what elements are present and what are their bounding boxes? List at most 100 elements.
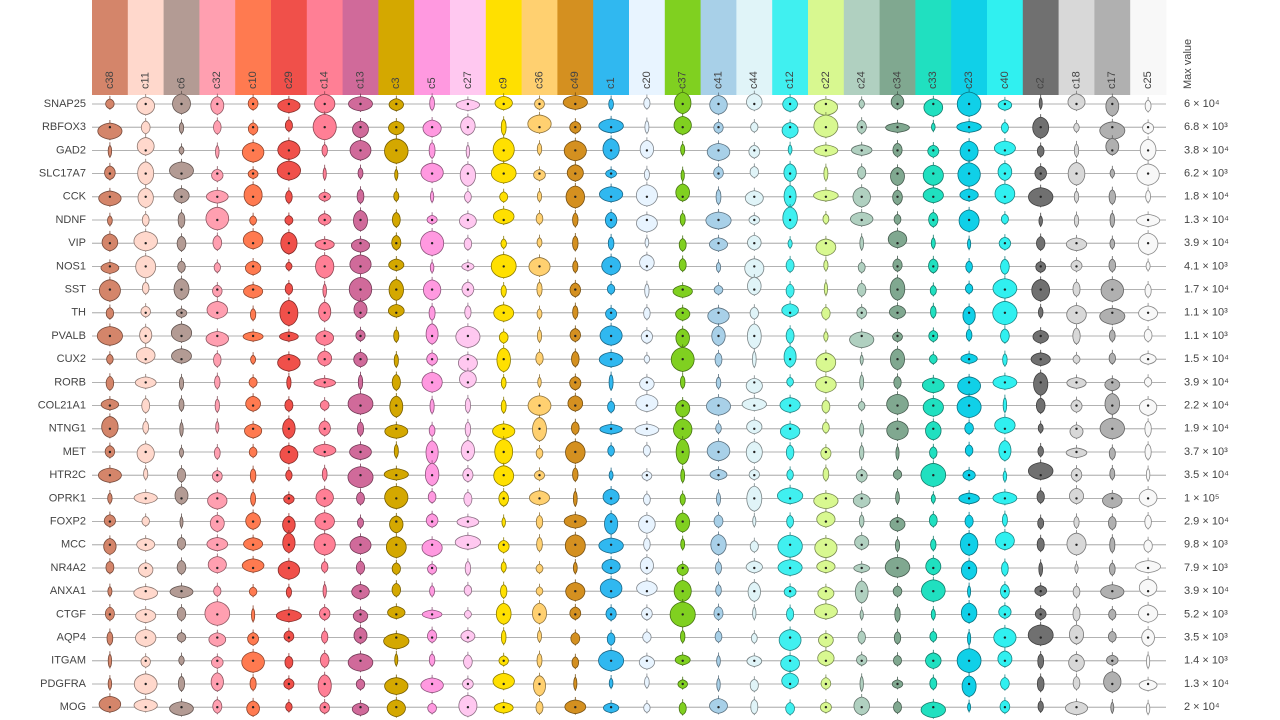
violin: [319, 399, 330, 411]
violin-median: [359, 450, 362, 454]
violin-median: [359, 706, 362, 709]
violin-median: [323, 358, 326, 361]
violin-median: [251, 659, 255, 662]
violin-median: [788, 404, 792, 407]
violin-median: [717, 172, 720, 175]
violin: [107, 677, 113, 691]
column-label: c5: [426, 77, 438, 89]
violin-median: [216, 636, 219, 639]
violin-median: [788, 427, 792, 430]
violin-median: [1146, 566, 1150, 570]
violin-median: [1003, 311, 1007, 314]
max-value: 3.9 × 10⁴: [1184, 376, 1229, 388]
violin-median: [681, 126, 684, 129]
violin: [499, 191, 509, 203]
violin: [533, 675, 546, 697]
violin: [1072, 281, 1081, 297]
violin-median: [753, 497, 756, 500]
violin-median: [645, 590, 649, 593]
violin: [351, 702, 370, 716]
violin: [535, 447, 544, 459]
violin: [536, 281, 543, 297]
violin-median: [824, 497, 828, 500]
violin-median: [1003, 590, 1007, 593]
max-value: 1.8 × 10⁴: [1184, 191, 1229, 203]
violin: [105, 98, 115, 110]
violin-median: [216, 497, 219, 500]
violin: [492, 208, 515, 225]
violin: [391, 582, 401, 597]
violin-median: [860, 218, 863, 222]
violin: [1138, 578, 1158, 597]
violin-median: [1075, 636, 1078, 639]
violin-median: [430, 682, 434, 686]
violin-median: [323, 520, 326, 523]
violin-median: [108, 126, 112, 129]
violin: [429, 585, 435, 597]
violin: [353, 627, 368, 644]
column-band: [1022, 0, 1060, 95]
violin: [537, 376, 542, 388]
violin-median: [788, 172, 792, 175]
violin-median: [502, 706, 505, 709]
violin-median: [430, 358, 434, 361]
gene-label: PVALB: [51, 330, 86, 342]
violin: [133, 698, 158, 713]
violin: [176, 560, 187, 575]
violin: [284, 215, 294, 226]
violin: [500, 118, 507, 136]
violin-median: [251, 265, 255, 268]
violin: [1146, 653, 1151, 669]
violin: [813, 492, 839, 510]
violin: [1001, 561, 1009, 577]
violin-median: [681, 590, 684, 593]
violin-median: [466, 218, 470, 222]
gene-label: SLC17A7: [39, 168, 86, 180]
violin-median: [574, 195, 577, 198]
violin: [1103, 671, 1122, 693]
column-label: c41: [712, 71, 724, 89]
violin-median: [108, 288, 112, 291]
violin: [1144, 420, 1152, 438]
violin-median: [967, 497, 971, 500]
violin: [393, 190, 400, 202]
violin-median: [753, 288, 756, 291]
violin: [777, 534, 803, 558]
violin-median: [609, 543, 613, 546]
violin: [893, 700, 902, 714]
violin-median: [287, 427, 291, 430]
violin-median: [717, 404, 720, 407]
column-label: c34: [891, 71, 903, 89]
violin: [177, 260, 186, 273]
column-band: [593, 0, 630, 95]
violin-median: [251, 102, 255, 106]
violin: [715, 376, 722, 390]
violin-median: [681, 195, 684, 198]
gene-label: VIP: [68, 237, 86, 249]
violin-median: [753, 334, 756, 338]
violin-median: [395, 520, 398, 523]
violin-median: [932, 149, 935, 152]
violin-median: [144, 311, 147, 314]
violin: [639, 254, 655, 271]
violin: [393, 353, 399, 368]
violin: [1143, 539, 1153, 553]
violin: [133, 231, 158, 252]
violin-median: [144, 590, 147, 593]
violin-median: [681, 288, 684, 291]
violin-median: [430, 288, 434, 291]
violin-median: [717, 613, 720, 616]
violin-median: [824, 613, 828, 616]
violin: [889, 516, 906, 532]
violin-median: [753, 218, 756, 222]
violin: [642, 631, 652, 644]
violin-median: [1075, 311, 1078, 314]
violin-median: [645, 265, 649, 268]
violin-median: [359, 102, 362, 106]
violin: [741, 397, 767, 411]
column-band: [235, 0, 272, 95]
violin: [849, 331, 875, 349]
violin-median: [144, 636, 147, 639]
violin: [858, 98, 865, 109]
violin-median: [108, 195, 112, 198]
